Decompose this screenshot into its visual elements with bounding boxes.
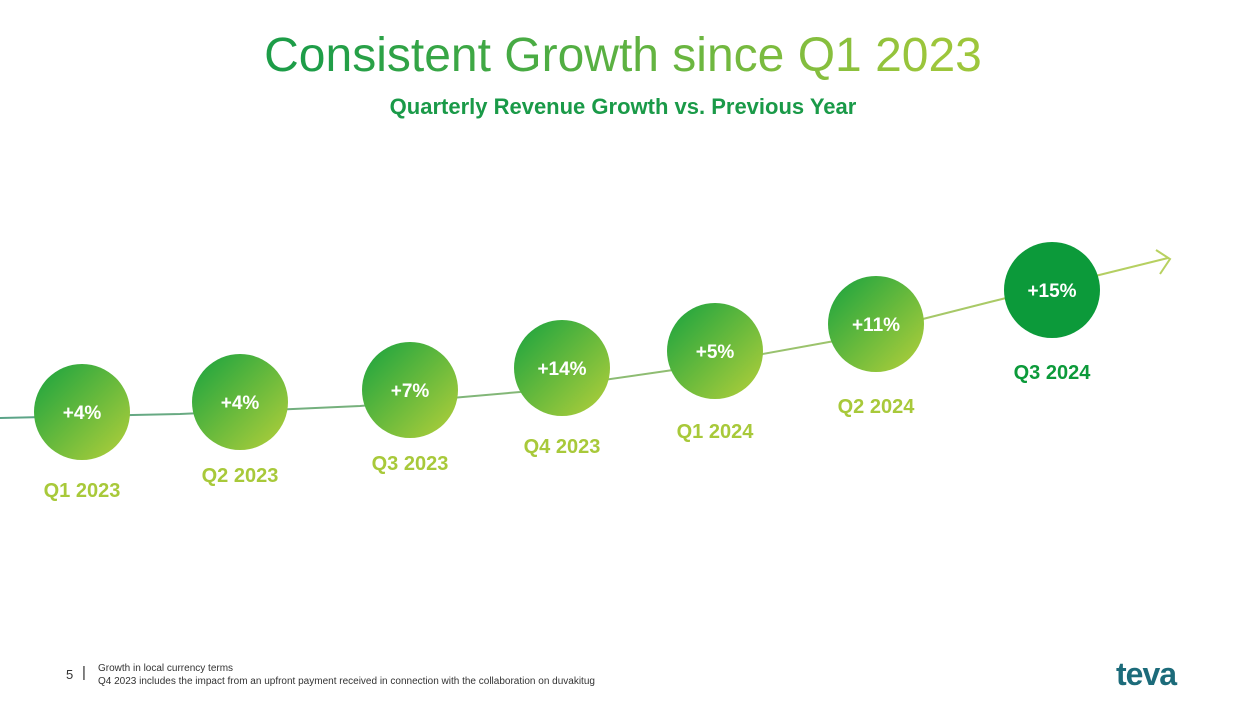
- growth-value-label: +7%: [391, 381, 430, 402]
- quarter-label: Q3 2024: [1014, 362, 1092, 384]
- quarter-label: Q3 2023: [372, 453, 449, 475]
- quarter-label: Q2 2024: [838, 396, 916, 418]
- teva-logo: teva: [1116, 656, 1177, 692]
- quarter-label: Q1 2024: [677, 421, 755, 443]
- growth-bubble: [667, 303, 763, 399]
- footnote: Q4 2023 includes the impact from an upfr…: [98, 676, 595, 687]
- growth-bubble: [1004, 242, 1100, 338]
- page-title: Consistent Growth since Q1 2023: [0, 28, 1246, 83]
- page-separator: |: [82, 664, 86, 681]
- growth-bubble: [514, 320, 610, 416]
- growth-bubble: [828, 276, 924, 372]
- footnotes: Growth in local currency terms Q4 2023 i…: [98, 662, 595, 688]
- growth-value-label: +14%: [537, 359, 586, 380]
- chart-subtitle: Quarterly Revenue Growth vs. Previous Ye…: [389, 94, 857, 119]
- quarter-label: Q1 2023: [44, 480, 121, 502]
- growth-bubble: [34, 364, 130, 460]
- growth-value-label: +5%: [696, 342, 735, 363]
- quarter-label: Q2 2023: [202, 465, 279, 487]
- growth-value-label: +4%: [63, 403, 102, 424]
- growth-value-label: +15%: [1027, 281, 1076, 302]
- trend-arrow-head: [1155, 249, 1172, 275]
- growth-value-label: +4%: [221, 393, 260, 414]
- footnote: Growth in local currency terms: [98, 663, 234, 674]
- growth-bubble: [192, 354, 288, 450]
- growth-bubble: [362, 342, 458, 438]
- page-number: 5: [66, 667, 74, 682]
- growth-value-label: +11%: [852, 315, 900, 336]
- quarter-label: Q4 2023: [524, 436, 601, 458]
